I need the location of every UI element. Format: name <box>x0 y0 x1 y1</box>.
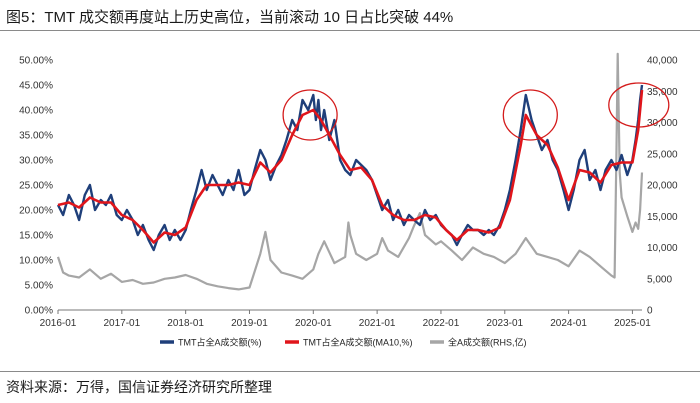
y-left-tick-label: 50.00% <box>19 56 53 67</box>
legend-tmt-share-label: TMT占全A成交额(%) <box>178 337 262 348</box>
y-right-tick-label: 10,000 <box>647 243 678 254</box>
chart-axes: 0.00% 5.00% 10.00% 15.00% 20.00% 25.00% 30.00%… <box>19 56 678 330</box>
x-tick-label: 2019-01 <box>231 318 268 329</box>
tmt-share-ma10-line <box>57 89 644 244</box>
y-right-tick-label: 20,000 <box>647 181 678 192</box>
bottom-rule <box>0 371 700 372</box>
y-right-tick-label: 25,000 <box>647 149 678 160</box>
y-left-tick-label: 10.00% <box>19 256 53 267</box>
chart-legend: TMT占全A成交额(%) TMT占全A成交额(MA10,%) 全A成交额(RHS,亿… <box>160 337 527 348</box>
legend-tmt-ma10-label: TMT占全A成交额(MA10,%) <box>303 337 413 348</box>
tmt-share-line <box>56 84 644 252</box>
y-right-tick-label: 15,000 <box>647 212 678 223</box>
legend-total-turnover-label: 全A成交额(RHS,亿) <box>448 337 527 348</box>
total-turnover-line <box>56 52 644 291</box>
highlight-circle <box>608 82 670 128</box>
chart: 0.00% 5.00% 10.00% 15.00% 20.00% 25.00% 30.00%… <box>19 52 678 348</box>
highlight-circle <box>502 89 558 141</box>
y-right-tick-label: 5,000 <box>647 274 672 285</box>
chart-series <box>56 52 644 291</box>
x-tick-label: 2020-01 <box>295 318 332 329</box>
x-tick-label: 2025-01 <box>614 318 651 329</box>
y-left-tick-label: 5.00% <box>25 281 53 292</box>
x-tick-label: 2016-01 <box>40 318 77 329</box>
y-left-tick-label: 30.00% <box>19 156 53 167</box>
y-left-tick-label: 35.00% <box>19 131 53 142</box>
x-tick-label: 2022-01 <box>423 318 460 329</box>
y-right-tick-label: 30,000 <box>647 118 678 129</box>
x-tick-label: 2024-01 <box>550 318 587 329</box>
highlight-circle <box>282 89 338 141</box>
figure-title: 图5：TMT 成交额再度站上历史高位，当前滚动 10 日占比突破 44% <box>6 9 454 26</box>
x-tick-label: 2018-01 <box>167 318 204 329</box>
y-right-tick-label: 40,000 <box>647 56 678 67</box>
y-left-tick-label: 45.00% <box>19 81 53 92</box>
y-left-tick-label: 40.00% <box>19 106 53 117</box>
y-left-tick-label: 25.00% <box>19 181 53 192</box>
y-left-tick-label: 20.00% <box>19 206 53 217</box>
source-note: 资料来源：万得，国信证券经济研究所整理 <box>6 379 272 395</box>
x-tick-label: 2017-01 <box>103 318 140 329</box>
y-right-tick-label: 0 <box>647 306 653 317</box>
x-tick-label: 2021-01 <box>359 318 396 329</box>
y-left-tick-label: 0.00% <box>25 306 53 317</box>
x-tick-label: 2023-01 <box>486 318 523 329</box>
top-rule <box>0 30 700 31</box>
chart-annotations <box>282 82 670 141</box>
y-left-tick-label: 15.00% <box>19 231 53 242</box>
